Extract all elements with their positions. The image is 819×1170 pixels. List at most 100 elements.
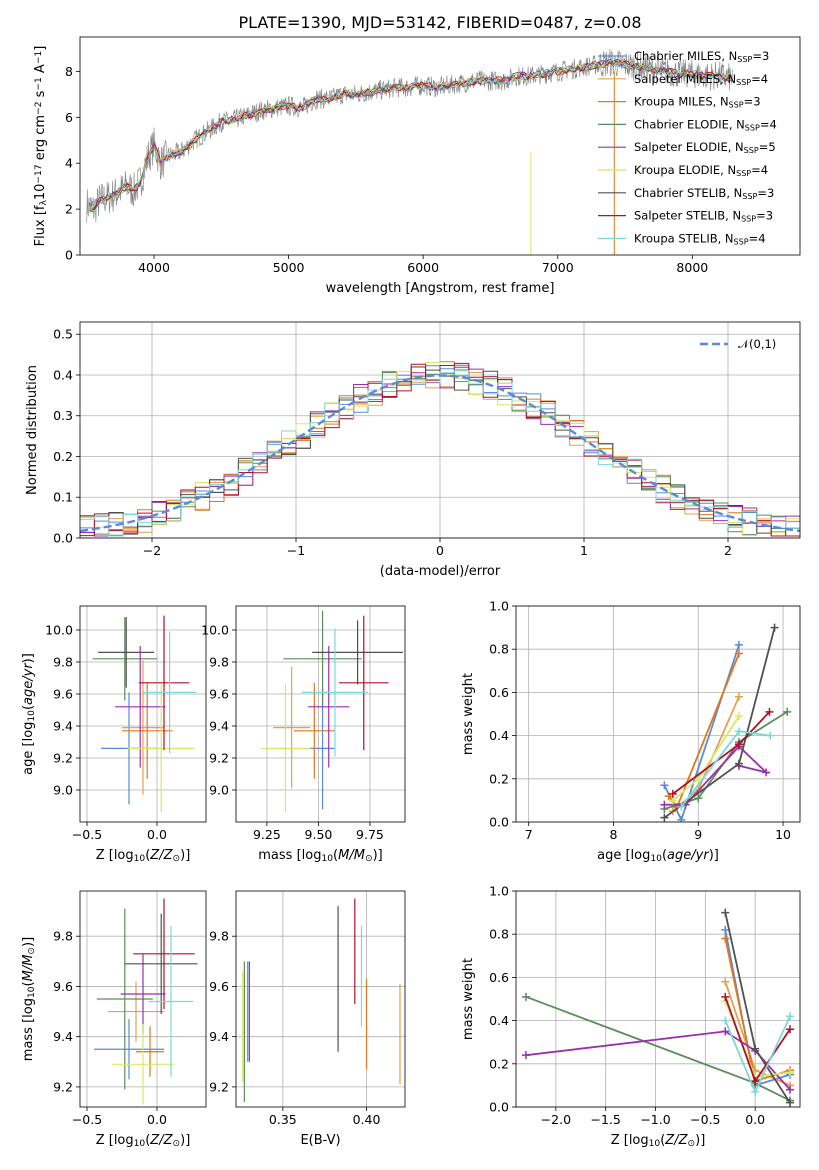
y-tick-label: 0.4 — [53, 367, 73, 382]
axes-frame — [515, 605, 801, 823]
y-tick-label: 9.2 — [53, 751, 73, 766]
y-tick-label: 9.8 — [53, 929, 73, 944]
x-tick-label: −1.5 — [591, 1112, 621, 1127]
x-tick-label: 7 — [525, 827, 533, 842]
weight-marker — [660, 781, 669, 790]
x-tick-label: 9 — [694, 827, 702, 842]
histogram-series — [80, 370, 800, 537]
y-tick-label: 0.2 — [489, 771, 509, 786]
y-tick-label: 0.1 — [53, 490, 73, 505]
weight-marker — [677, 802, 686, 811]
weight-marker — [721, 925, 730, 934]
figure-title: PLATE=1390, MJD=53142, FIBERID=0487, z=0… — [238, 13, 641, 32]
axes-frame — [79, 605, 207, 823]
panel-age_vs_mass: 9.25 9.50 9.75 9.0 9.2 9.4 9.6 9.8 10.0 mass [log… — [201, 605, 406, 864]
y-tick-label: 1.0 — [489, 884, 509, 899]
axes-frame — [79, 36, 801, 256]
weight-marker — [762, 768, 771, 777]
x-axis-label: wavelength [Angstrom, rest frame] — [326, 281, 555, 296]
x-tick-label: 0.0 — [147, 827, 167, 842]
x-tick-label: 4000 — [138, 260, 170, 275]
x-tick-label: 0.35 — [269, 1112, 297, 1127]
y-tick-label: 2 — [65, 202, 73, 217]
x-tick-label: 8 — [610, 827, 618, 842]
y-tick-label: 0.3 — [53, 408, 73, 423]
panel-weight_vs_age: 7 8 9 10 0.0 0.2 0.4 0.6 0.8 1.0 age [log10​(age/y… — [461, 599, 801, 864]
y-tick-label: 10.0 — [45, 623, 73, 638]
weight-marker — [660, 813, 669, 822]
y-tick-label: 0.8 — [489, 642, 509, 657]
x-tick-label: 1 — [580, 543, 588, 558]
plot-area — [92, 615, 197, 813]
y-tick-label: 9.0 — [209, 783, 229, 798]
y-axis-label: mass weight — [461, 958, 476, 1040]
y-tick-label: 9.4 — [53, 719, 73, 734]
y-tick-label: 10.0 — [201, 623, 229, 638]
y-tick-label: 0.4 — [489, 728, 509, 743]
y-axis-label: Normed distribution — [25, 365, 40, 495]
weight-marker — [786, 1012, 795, 1021]
weight-marker — [721, 1016, 730, 1025]
panel-spectrum: 4000 5000 6000 7000 8000 0 2 4 6 8 wavelength [Ang… — [33, 36, 801, 296]
weight-marker — [668, 789, 677, 798]
legend-label: Chabrier STELIB, NSSP​=3 — [634, 186, 774, 201]
x-tick-label: 5000 — [273, 260, 305, 275]
plot-area — [242, 898, 401, 1102]
x-tick-label: 6000 — [407, 260, 439, 275]
y-tick-label: 0.6 — [489, 970, 509, 985]
weight-marker — [721, 977, 730, 986]
weight-marker — [660, 800, 669, 809]
spectrum-legend: Chabrier MILES, NSSP​=3 Salpeter MILES, N… — [598, 49, 777, 246]
weight-marker — [734, 740, 743, 749]
legend-label: Kroupa STELIB, NSSP​=4 — [634, 231, 766, 246]
panel-mass_vs_EBV: 0.35 0.40 9.2 9.4 9.6 9.8 E(B-V) — [209, 890, 406, 1148]
panel-mass_vs_Z: −0.5 0.0 9.2 9.4 9.6 9.8 Z [log10​(Z/Z⊙​)] mass… — [21, 890, 207, 1149]
y-tick-label: 0.4 — [489, 1013, 509, 1028]
weight-marker — [751, 1077, 760, 1086]
legend-label: Chabrier ELODIE, NSSP​=4 — [634, 117, 777, 132]
y-tick-label: 0 — [65, 248, 73, 263]
weight-marker — [786, 1085, 795, 1094]
plot-area — [94, 898, 198, 1105]
legend-label: Chabrier MILES, NSSP​=3 — [634, 49, 769, 64]
x-axis-label: age [log10​(age/yr)] — [597, 848, 719, 864]
weight-marker — [721, 1027, 730, 1036]
spectrum-model-line — [89, 59, 733, 212]
x-axis-label: (data-model)/error — [380, 564, 501, 579]
x-axis-label: Z [log10​(Z/Z⊙​)] — [611, 1133, 706, 1149]
weight-marker — [751, 1087, 760, 1096]
y-axis-label: age [log10​(age/yr)] — [21, 653, 37, 775]
weight-marker — [734, 692, 743, 701]
y-axis-label: mass weight — [461, 673, 476, 755]
axes-frame — [235, 605, 406, 823]
y-axis-label: mass [log10​(M/M⊙​)] — [21, 937, 37, 1061]
plot-area — [260, 610, 403, 813]
x-tick-label: 2 — [724, 543, 732, 558]
y-tick-label: 0.0 — [489, 815, 509, 830]
axes-frame — [235, 890, 406, 1108]
legend-label: Salpeter STELIB, NSSP​=3 — [634, 209, 773, 224]
legend-label: Salpeter ELODIE, NSSP​=5 — [634, 140, 776, 155]
gaussian-reference-curve — [80, 374, 800, 533]
axes-frame — [79, 321, 801, 539]
y-tick-label: 6 — [65, 110, 73, 125]
panel-weight_vs_Z: −2.0 −1.5 −1.0 −0.5 0.0 0.0 0.2 0.4 0.6 0.8 1.0 Z [… — [461, 884, 801, 1149]
weight-marker — [734, 640, 743, 649]
weight-marker — [786, 1068, 795, 1077]
y-axis-label: Flux [fλ​10−17​ erg cm−2​ s−1​ A−1​] — [33, 46, 49, 247]
legend-label: Kroupa MILES, NSSP​=3 — [634, 95, 761, 110]
weight-marker — [694, 794, 703, 803]
weight-marker — [770, 623, 779, 632]
x-tick-label: 0.0 — [745, 1112, 765, 1127]
x-tick-label: −1 — [287, 543, 305, 558]
y-tick-label: 0.2 — [489, 1056, 509, 1071]
plot-area — [521, 908, 795, 1107]
weight-marker — [694, 774, 703, 783]
plot-area — [660, 623, 792, 822]
weight-marker — [721, 934, 730, 943]
x-tick-label: −0.5 — [690, 1112, 720, 1127]
x-tick-label: 9.50 — [305, 827, 333, 842]
weight-marker — [734, 759, 743, 768]
